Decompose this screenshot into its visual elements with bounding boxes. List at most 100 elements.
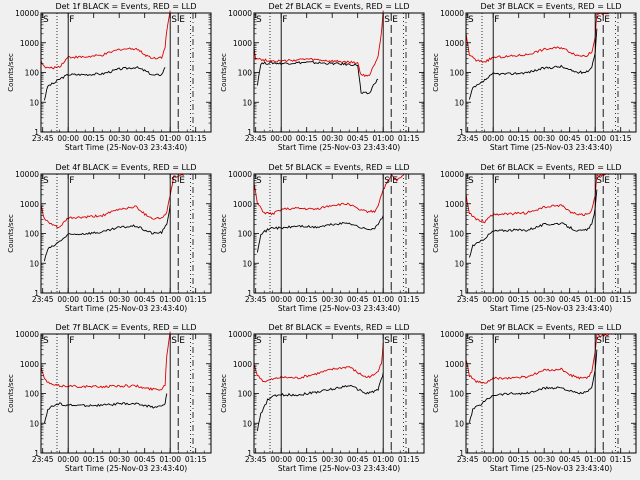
y-tick-label: 1 (34, 449, 39, 458)
chart-title: Det 5f BLACK = Events, RED = LLD (268, 163, 409, 172)
x-tick-label: 00:15 (296, 295, 318, 304)
chart-title: Det 8f BLACK = Events, RED = LLD (268, 323, 409, 332)
x-axis-label: Start Time (25-Nov-03 23:43:40) (490, 464, 612, 473)
x-tick-label: 00:30 (533, 295, 555, 304)
y-tick-label: 10 (29, 98, 39, 107)
y-tick-label: 1 (459, 449, 464, 458)
series-line-lld (40, 331, 171, 391)
plot-frame (253, 12, 425, 133)
x-tick-label: 00:15 (508, 455, 530, 464)
y-tick-label: 1 (247, 128, 252, 137)
x-tick-label: 00:00 (482, 134, 504, 143)
series-line-lld (253, 10, 384, 78)
x-axis-label: Start Time (25-Nov-03 23:43:40) (490, 304, 612, 313)
x-axis-label: Start Time (25-Nov-03 23:43:40) (490, 143, 612, 152)
y-tick-label: 1000 (20, 39, 39, 48)
x-axis-label: Start Time (25-Nov-03 23:43:40) (65, 143, 187, 152)
x-tick-label: 00:30 (533, 134, 555, 143)
y-tick-label: 1000 (233, 360, 252, 369)
x-tick-label: 00:45 (134, 134, 156, 143)
chart-title: Det 4f BLACK = Events, RED = LLD (55, 163, 196, 172)
x-tick-label: 01:15 (610, 134, 632, 143)
x-tick-label: 00:15 (508, 134, 530, 143)
marker-label-f: F (494, 176, 499, 186)
x-tick-label: 01:00 (372, 134, 394, 143)
x-axis-label: Start Time (25-Nov-03 23:43:40) (278, 143, 400, 152)
series-line-lld (253, 173, 404, 216)
marker-label-s: S (43, 15, 49, 25)
x-tick-label: 00:30 (321, 295, 343, 304)
x-tick-label: 23:45 (245, 455, 267, 464)
series-line-lld (465, 12, 609, 63)
y-tick-label: 100 (450, 390, 465, 399)
y-tick-label: 10 (454, 419, 464, 428)
y-tick-label: 100 (238, 69, 253, 78)
y-axis-label: Counts/sec (220, 53, 228, 92)
y-tick-label: 1 (247, 449, 252, 458)
y-tick-label: 1000 (20, 200, 39, 209)
x-tick-label: 01:15 (398, 134, 420, 143)
x-tick-label: 01:00 (159, 134, 181, 143)
y-tick-label: 100 (25, 69, 40, 78)
series-line-events (468, 349, 598, 423)
x-tick-label: 23:45 (457, 455, 479, 464)
marker-label-f: F (69, 336, 74, 346)
x-tick-label: 00:15 (83, 134, 105, 143)
series-line-lld (40, 10, 171, 70)
y-tick-label: 10 (242, 259, 252, 268)
x-tick-label: 00:45 (347, 455, 369, 464)
plot-frame (465, 333, 637, 454)
marker-label-s: S (43, 176, 49, 186)
x-tick-label: 01:00 (372, 455, 394, 464)
x-tick-label: 00:00 (482, 295, 504, 304)
x-tick-label: 00:30 (321, 134, 343, 143)
x-tick-label: 23:45 (245, 134, 267, 143)
y-tick-label: 10000 (15, 330, 39, 339)
x-tick-label: 00:00 (482, 455, 504, 464)
chart-title: Det 1f BLACK = Events, RED = LLD (55, 2, 196, 11)
x-tick-label: 00:45 (134, 455, 156, 464)
y-tick-label: 1 (247, 289, 252, 298)
marker-label-s: S (468, 15, 474, 25)
x-tick-label: 23:45 (457, 295, 479, 304)
marker-label-s2: S (596, 15, 602, 25)
chart-title: Det 9f BLACK = Events, RED = LLD (480, 323, 621, 332)
x-tick-label: 00:30 (108, 295, 130, 304)
x-tick-label: 00:00 (270, 295, 292, 304)
x-tick-label: 23:45 (32, 455, 54, 464)
plot-frame (40, 333, 212, 454)
marker-label-s2: S (171, 336, 177, 346)
x-tick-label: 23:45 (245, 295, 267, 304)
y-tick-label: 1 (34, 289, 39, 298)
y-axis-label: Counts/sec (432, 53, 440, 92)
chart-title: Det 3f BLACK = Events, RED = LLD (480, 2, 621, 11)
series-line-lld (253, 342, 384, 383)
y-axis-label: Counts/sec (7, 53, 15, 92)
x-tick-label: 01:00 (159, 455, 181, 464)
marker-label-f: F (494, 15, 499, 25)
x-tick-label: 00:00 (270, 455, 292, 464)
x-tick-label: 00:45 (347, 134, 369, 143)
x-tick-label: 01:15 (185, 295, 207, 304)
marker-label-e: E (392, 15, 398, 25)
y-tick-label: 1 (34, 128, 39, 137)
series-line-lld (465, 333, 610, 384)
marker-label-s2: S (171, 176, 177, 186)
y-tick-label: 1000 (445, 360, 464, 369)
y-tick-label: 100 (450, 230, 465, 239)
marker-label-f: F (282, 176, 287, 186)
chart-title: Det 2f BLACK = Events, RED = LLD (268, 2, 409, 11)
series-line-events (43, 205, 171, 262)
x-axis-label: Start Time (25-Nov-03 23:43:40) (65, 304, 187, 313)
x-tick-label: 01:15 (398, 455, 420, 464)
y-tick-label: 1000 (233, 200, 252, 209)
series-line-events (468, 28, 598, 100)
marker-label-s2: S (384, 176, 390, 186)
plot-frame (253, 173, 425, 294)
marker-label-s: S (468, 336, 474, 346)
